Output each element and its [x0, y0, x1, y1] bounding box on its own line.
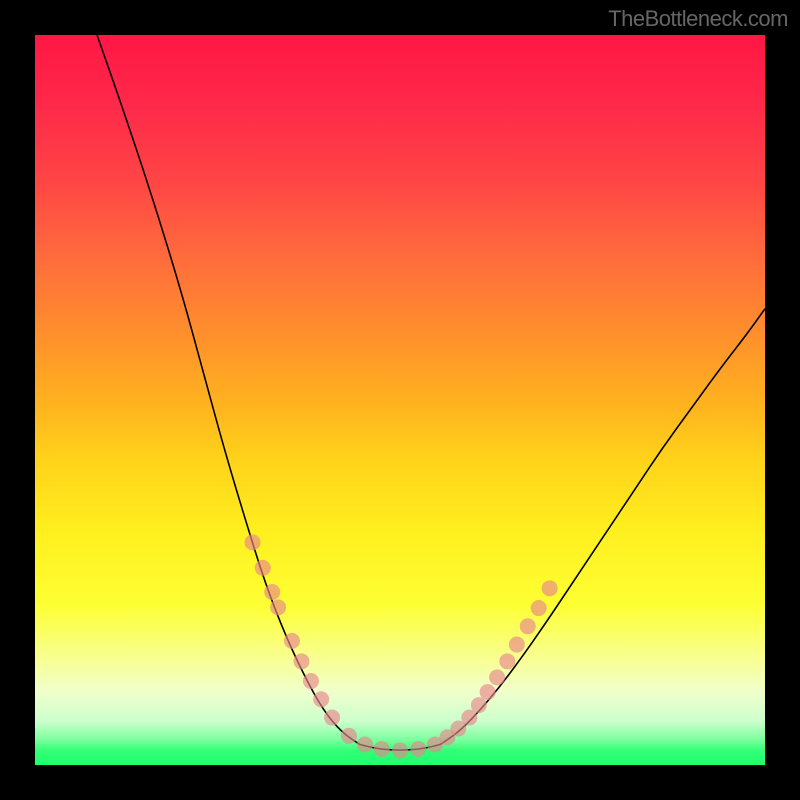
data-marker	[245, 534, 261, 550]
data-marker	[284, 633, 300, 649]
data-marker	[520, 618, 536, 634]
data-marker	[542, 580, 558, 596]
data-marker	[341, 728, 357, 744]
markers-group	[245, 534, 558, 758]
data-marker	[489, 669, 505, 685]
data-marker	[293, 653, 309, 669]
data-marker	[499, 653, 515, 669]
data-marker	[471, 697, 487, 713]
data-marker	[324, 710, 340, 726]
data-marker	[303, 673, 319, 689]
data-marker	[313, 691, 329, 707]
data-marker	[264, 584, 280, 600]
data-marker	[357, 737, 373, 753]
plot-area	[35, 35, 765, 765]
chart-container: TheBottleneck.com	[0, 0, 800, 800]
data-marker	[410, 741, 426, 757]
data-marker	[392, 742, 408, 758]
data-marker	[480, 684, 496, 700]
data-marker	[509, 637, 525, 653]
data-marker	[255, 560, 271, 576]
watermark-label: TheBottleneck.com	[608, 6, 788, 32]
data-marker	[531, 600, 547, 616]
v-curve	[97, 35, 765, 750]
curve-overlay	[35, 35, 765, 765]
data-marker	[270, 599, 286, 615]
data-marker	[374, 741, 390, 757]
